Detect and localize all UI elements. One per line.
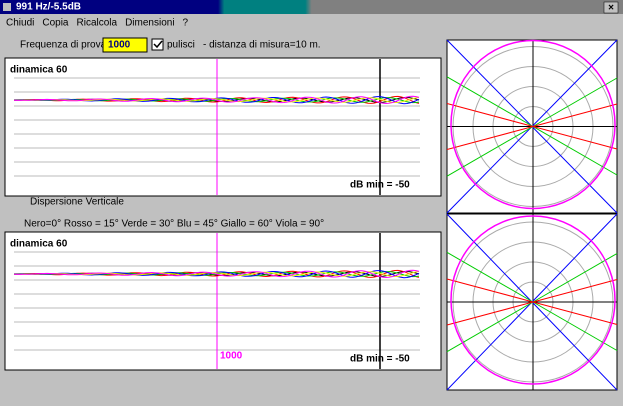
angle-line [532, 279, 618, 303]
menu-item[interactable]: Copia [42, 18, 69, 29]
menu-item[interactable]: Chiudi [6, 18, 34, 29]
menu-item[interactable]: Ricalcola [77, 18, 118, 29]
checkbox[interactable] [151, 38, 164, 51]
response-curve [13, 269, 420, 279]
menu-bar: Chiudi Copia Ricalcola Dimensioni? [6, 18, 189, 29]
angle-line [532, 103, 618, 127]
title-bar [0, 0, 623, 14]
frequency-value: 1000 [108, 40, 131, 51]
menu-item[interactable]: ? [183, 18, 189, 29]
section-label: Dispersione Verticale [30, 197, 124, 208]
distance-text: - distanza di misura=10 m. [203, 40, 321, 51]
polar-contour [450, 215, 616, 385]
angle-line [532, 77, 618, 127]
response-curve [13, 95, 420, 105]
frequency-input[interactable] [102, 37, 148, 53]
checkbox-label: pulisci [167, 40, 195, 51]
close-button[interactable] [603, 1, 619, 14]
panel [4, 57, 442, 197]
polar-contour [450, 39, 616, 210]
panel [4, 231, 442, 371]
marker-label: 1000 [220, 351, 243, 362]
angle-line [446, 301, 534, 353]
db-min: dB min = -50 [350, 354, 410, 365]
db-min: dB min = -50 [350, 180, 410, 191]
angle-line [446, 102, 534, 127]
window-title: 991 Hz/-5.5dB [16, 2, 81, 13]
angle-line [532, 301, 618, 325]
checkmark [153, 40, 163, 49]
legend-text: Nero=0° Rosso = 15° Verde = 30° Blu = 45… [24, 219, 324, 230]
panel-title: dinamica 60 [10, 65, 68, 76]
menu-item[interactable]: Dimensioni [125, 18, 174, 29]
angle-line [446, 301, 534, 326]
frequency-label: Frequenza di prova [20, 40, 107, 51]
close-label: × [608, 3, 614, 14]
angle-line [532, 253, 618, 303]
app-icon [3, 3, 11, 11]
status-strip [0, 392, 623, 401]
angle-line [532, 126, 618, 150]
angle-line [446, 126, 534, 177]
panel-title: dinamica 60 [10, 239, 68, 250]
angle-line [446, 278, 534, 303]
angle-line [446, 126, 534, 151]
